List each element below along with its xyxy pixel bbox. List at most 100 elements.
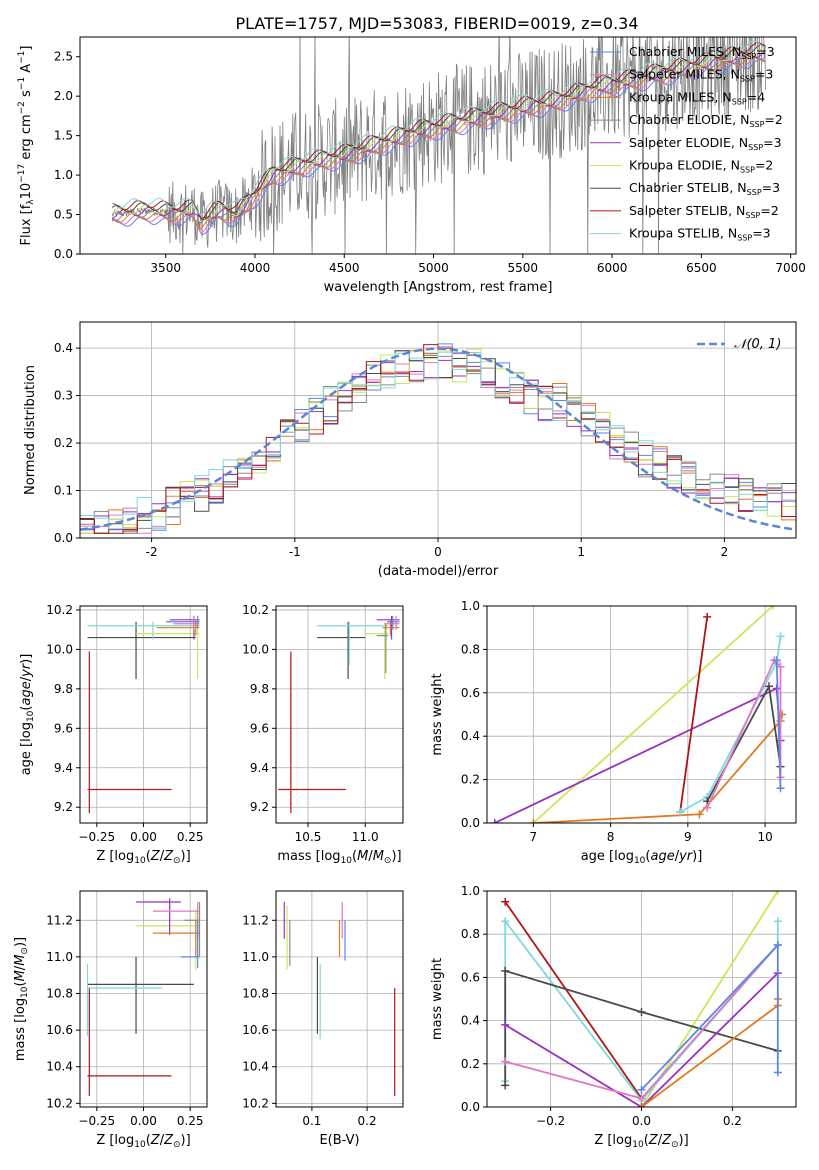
weight-marker <box>529 819 538 823</box>
weight-marker <box>773 1068 782 1077</box>
weight-marker <box>776 662 785 671</box>
z-age-panel: −0.25 0.00 0.25 9.2 9.4 9.6 9.8 10.0 10.2 Z [log1… <box>19 603 208 866</box>
y-tick-label: 0.4 <box>54 341 73 355</box>
weight-marker <box>695 810 704 819</box>
figure-title: PLATE=1757, MJD=53083, FIBERID=0019, z=0… <box>235 14 638 33</box>
z_weight-y-label: mass weight <box>430 958 445 1040</box>
weight-series-line <box>532 606 774 823</box>
weight-marker <box>776 784 785 793</box>
y-tick-label: 0.3 <box>54 389 73 403</box>
x-tick-label: 0.2 <box>723 1114 742 1128</box>
y-tick-label: 11.2 <box>242 913 269 927</box>
model-spectrum-line <box>112 42 766 220</box>
age_weight-plot-area <box>490 606 787 823</box>
x-tick-label: 5500 <box>508 261 539 275</box>
y-tick-label: 10.8 <box>242 987 269 1001</box>
z_weight-x-label: Z [log10(Z/Z⊙)] <box>594 1133 688 1150</box>
age-weight-panel: 7 8 9 10 0.0 0.2 0.4 0.6 0.8 1.0 age [log10(age/yr… <box>430 599 797 866</box>
weight-series-line <box>775 660 782 789</box>
y-tick-label: 1.0 <box>461 599 480 613</box>
x-tick-label: 4000 <box>240 261 271 275</box>
legend-label: Salpeter ELODIE, NSSP=3 <box>629 135 782 152</box>
legend-label: Chabrier STELIB, NSSP=3 <box>629 180 780 197</box>
y-tick-label: 2.0 <box>54 89 73 103</box>
y-tick-label: 11.0 <box>242 950 269 964</box>
y-tick-label: 11.0 <box>46 950 73 964</box>
y-tick-label: 10.6 <box>46 1023 73 1037</box>
x-tick-label: 10 <box>757 830 772 844</box>
weight-series-line <box>504 901 643 1099</box>
x-tick-label: 7 <box>530 830 538 844</box>
normal-curve <box>79 347 797 531</box>
z-mass-panel: −0.25 0.00 0.25 10.2 10.4 10.6 10.8 11.0 11.2 Z [… <box>13 890 208 1150</box>
ebv-mass-panel: 0.1 0.2 10.2 10.4 10.6 10.8 11.0 11.2 E(B-V) <box>242 890 404 1148</box>
y-tick-label: 9.6 <box>54 721 73 735</box>
residuals-panel: -2 -1 0 1 2 0.0 0.1 0.2 0.3 0.4 (data-model)/error… <box>23 321 797 579</box>
y-tick-label: 0.8 <box>461 927 480 941</box>
model-spectrum-line <box>111 46 766 220</box>
y-tick-label: 0.6 <box>461 970 480 984</box>
weight-marker <box>764 682 773 691</box>
y-tick-label: 10.2 <box>242 603 269 617</box>
y-tick-label: 10.2 <box>242 1096 269 1110</box>
weight-marker <box>703 803 712 812</box>
weight-marker <box>776 632 785 641</box>
x-tick-label: 6000 <box>597 261 628 275</box>
x-tick-label: −0.2 <box>536 1114 565 1128</box>
z_age-y-label: age [log10(age/yr)] <box>19 654 36 776</box>
y-tick-label: 9.4 <box>250 761 269 775</box>
z_mass-y-label: mass [log10(M/M⊙)] <box>13 937 30 1061</box>
x-tick-label: 0.00 <box>130 1114 157 1128</box>
legend-label: Chabrier ELODIE, NSSP=2 <box>629 112 783 129</box>
y-tick-label: 0.2 <box>54 436 73 450</box>
weight-marker <box>778 710 787 719</box>
weight-marker <box>772 656 781 665</box>
weight-series-line <box>640 999 779 1107</box>
weight-marker <box>768 606 777 610</box>
spectrum-y-label: Flux [fλ10−17 erg cm−2 s−1 A−1] <box>17 46 36 246</box>
x-tick-label: 0.25 <box>177 830 204 844</box>
weight-marker <box>501 917 510 926</box>
y-tick-label: 10.6 <box>242 1023 269 1037</box>
x-tick-label: 4500 <box>329 261 360 275</box>
y-tick-label: 10.2 <box>46 603 73 617</box>
y-tick-label: 0.8 <box>461 642 480 656</box>
y-tick-label: 10.4 <box>242 1060 269 1074</box>
y-tick-label: 10.4 <box>46 1060 73 1074</box>
weight-marker <box>773 891 782 895</box>
x-tick-label: 9 <box>684 830 692 844</box>
weight-series-line <box>504 972 779 1107</box>
y-tick-label: 0.2 <box>461 1057 480 1071</box>
x-tick-label: 5000 <box>418 261 449 275</box>
axes-frame <box>79 36 797 255</box>
y-tick-label: 0.0 <box>461 816 480 830</box>
ebv_mass-x-label: E(B-V) <box>319 1133 359 1148</box>
y-tick-label: 0.1 <box>54 484 73 498</box>
x-tick-label: 3500 <box>150 261 181 275</box>
y-tick-label: 10.0 <box>242 642 269 656</box>
legend-label: Salpeter STELIB, NSSP=2 <box>629 203 779 220</box>
residuals-y-label: Normed distribution <box>23 365 38 495</box>
weight-marker <box>676 808 685 817</box>
x-tick-label: 0.1 <box>302 1114 321 1128</box>
y-tick-label: 9.2 <box>54 800 73 814</box>
spectrum-legend: Chabrier MILES, NSSP=3 Salpeter MILES, NS… <box>590 44 783 243</box>
x-tick-label: 6500 <box>686 261 717 275</box>
legend-label: Kroupa ELODIE, NSSP=2 <box>629 158 773 175</box>
model-spectrum-line <box>111 49 766 220</box>
x-tick-label: -2 <box>146 545 158 559</box>
x-tick-label: 0.0 <box>632 1114 651 1128</box>
y-tick-label: 0.4 <box>461 1014 480 1028</box>
y-tick-label: 0.0 <box>461 1100 480 1114</box>
weight-series-line <box>640 891 779 1107</box>
z_age-x-label: Z [log10(Z/Z⊙)] <box>96 849 190 866</box>
normal-legend-label: 𝒩(0, 1) <box>734 337 781 352</box>
spectrum-plot-area <box>111 37 766 254</box>
y-tick-label: 9.8 <box>250 682 269 696</box>
axes-frame <box>486 605 797 824</box>
weight-marker <box>773 941 782 949</box>
weight-marker <box>637 1007 646 1016</box>
y-tick-label: 10.8 <box>46 987 73 1001</box>
legend-label: Kroupa MILES, NSSP=4 <box>629 89 765 106</box>
